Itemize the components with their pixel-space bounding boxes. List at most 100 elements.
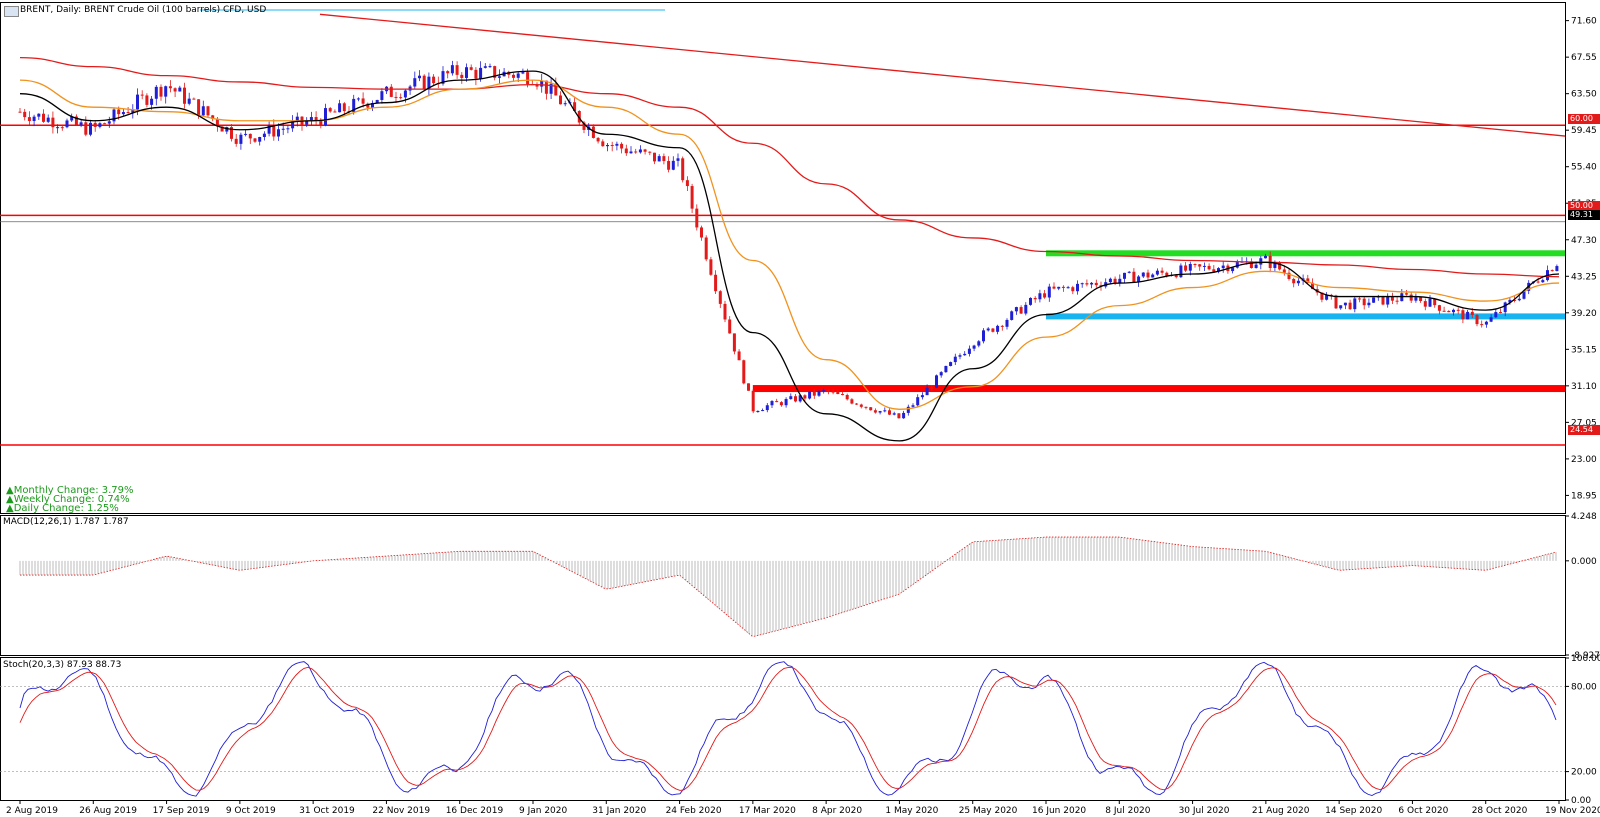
candle-body (84, 122, 88, 135)
candle-body (488, 66, 492, 68)
candle-body (291, 121, 295, 129)
candle-body (577, 111, 581, 123)
price-tag-2454: 24.54 (1568, 425, 1600, 435)
candle-body (1043, 293, 1047, 298)
stoch-tick-label: 0.00 (1571, 796, 1591, 806)
candles (18, 60, 1559, 419)
candle-body (1296, 280, 1300, 284)
stoch-panel-frame (0, 657, 1566, 801)
candle-body (700, 227, 703, 238)
candle-body (168, 86, 172, 89)
macd-label: MACD(12,26,1) 1.787 1.787 (3, 517, 129, 527)
y-tick-label: 39.20 (1571, 309, 1597, 319)
candle-body (732, 333, 736, 352)
candle-body (1334, 295, 1338, 309)
candle-body (1123, 272, 1126, 279)
candle-body (1076, 283, 1079, 292)
candle-body (1151, 274, 1155, 278)
candle-body (1367, 302, 1371, 306)
candle-body (516, 73, 520, 78)
candle-body (643, 149, 647, 152)
candle-body (742, 360, 746, 384)
candle-body (1541, 280, 1545, 283)
candle-body (1014, 307, 1018, 312)
candle-body (512, 74, 515, 78)
candle-body (958, 355, 962, 357)
candle-body (610, 145, 614, 147)
candle-body (427, 76, 431, 90)
candle-body (1038, 293, 1042, 300)
macd-panel-frame (0, 515, 1566, 656)
candle-body (1085, 283, 1089, 285)
candle-body (1212, 269, 1216, 272)
candle-body (855, 403, 859, 405)
x-tick-label: 9 Jan 2020 (519, 806, 567, 816)
candle-body (1108, 278, 1112, 283)
candle-body (366, 103, 370, 108)
candle-body (1080, 283, 1084, 285)
candle-body (859, 404, 863, 407)
candle-body (996, 325, 1000, 332)
candle-body (450, 65, 454, 74)
candle-body (197, 99, 201, 116)
candle-body (1090, 282, 1094, 285)
main-panel-frame (0, 2, 1566, 514)
candle-body (1550, 270, 1554, 272)
candle-body (549, 83, 553, 94)
price-tag-current: 49.31 (1568, 210, 1600, 220)
candle-body (319, 120, 323, 126)
candle-body (1000, 325, 1004, 327)
candle-body (432, 76, 436, 84)
candle-body (1010, 311, 1014, 320)
candle-body (305, 121, 309, 125)
candle-body (1348, 302, 1352, 310)
candle-body (117, 109, 121, 115)
candle-body (394, 96, 398, 98)
candle-body (747, 383, 750, 391)
candle-body (967, 348, 971, 354)
macd-tick-label: -8.927 (1571, 651, 1600, 661)
candle-body (192, 98, 196, 100)
chart-type-icon[interactable] (4, 6, 19, 17)
candle-body (1005, 319, 1009, 327)
candle-body (601, 141, 605, 147)
candle-body (939, 372, 943, 376)
candle-body (1235, 262, 1239, 268)
candle-body (1174, 274, 1178, 278)
candle-body (446, 71, 450, 74)
candle-body (1273, 262, 1277, 268)
candle-body (1437, 305, 1441, 311)
x-tick-label: 31 Jan 2020 (592, 806, 646, 816)
candle-body (1480, 324, 1484, 326)
candle-body (74, 116, 78, 125)
y-tick-label: 35.15 (1571, 345, 1597, 355)
candle-body (1395, 300, 1399, 302)
candle-body (234, 138, 238, 144)
candle-body (794, 396, 797, 402)
candle-body (375, 99, 379, 104)
x-tick-label: 25 May 2020 (959, 806, 1018, 816)
candle-body (131, 109, 135, 113)
x-tick-label: 22 Nov 2019 (372, 806, 430, 816)
candle-body (107, 121, 111, 124)
candle-body (1188, 263, 1192, 271)
chart-title: BRENT, Daily: BRENT Crude Oil (100 barre… (20, 5, 267, 15)
candle-body (615, 143, 619, 146)
candle-body (638, 149, 642, 153)
candle-body (765, 405, 769, 411)
candle-body (803, 395, 807, 399)
candle-body (178, 87, 182, 92)
candle-body (324, 108, 327, 126)
candle-body (1390, 296, 1394, 301)
candle-body (42, 113, 45, 122)
y-tick-label: 43.25 (1571, 272, 1597, 282)
candle-body (822, 390, 826, 392)
candle-body (1231, 267, 1235, 272)
x-tick-label: 17 Mar 2020 (739, 806, 796, 816)
candle-body (150, 98, 154, 105)
x-tick-label: 16 Dec 2019 (446, 806, 504, 816)
candle-body (1033, 297, 1037, 300)
candle-body (606, 145, 609, 147)
candle-body (1423, 301, 1427, 307)
candle-body (1146, 272, 1150, 278)
